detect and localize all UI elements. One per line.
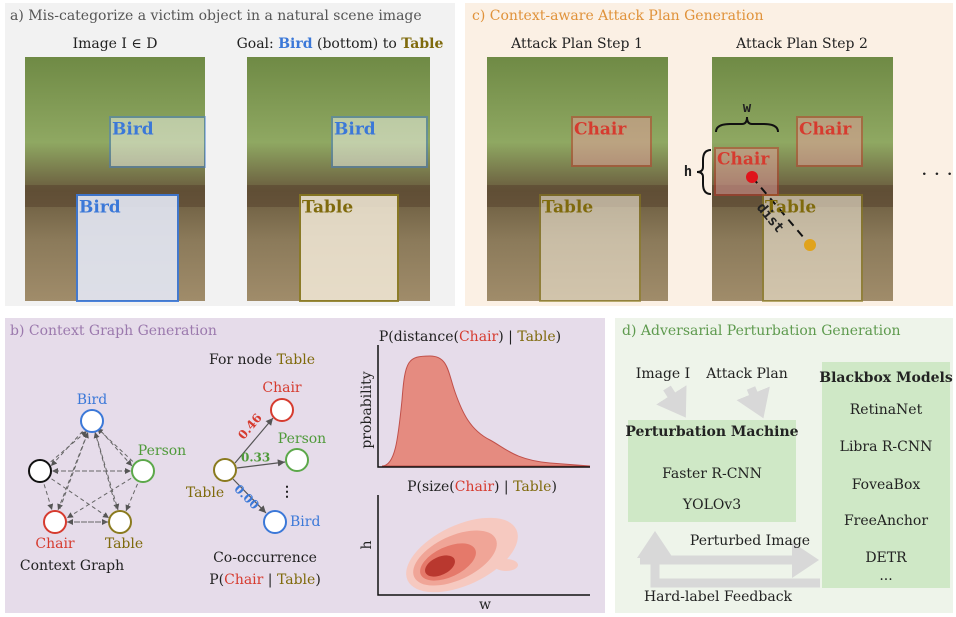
flow-label: Hard-label Feedback [644, 589, 793, 605]
step-label: Attack Plan Step 2 [735, 36, 868, 52]
formula-part: ) [556, 329, 561, 345]
node-label: Table [105, 536, 143, 552]
panel-title: d) Adversarial Perturbation Generation [622, 323, 901, 339]
box-label: Bird [112, 120, 154, 140]
model-name: Faster R-CNN [662, 466, 762, 482]
box-label: Chair [799, 120, 852, 140]
box-label: Chair [717, 150, 770, 170]
photo [247, 57, 430, 301]
node-label: Table [186, 485, 224, 501]
formula-part: | [263, 572, 277, 588]
tree-heading: For node Table [209, 352, 315, 368]
tree-caption: Co-occurrence [213, 550, 317, 566]
flow-label: Perturbed Image [690, 533, 810, 549]
formula-given: Table [513, 479, 551, 495]
plot-title: P(distance(Chair) | Table) [379, 329, 561, 345]
axis-label: probability [359, 371, 375, 448]
step-label: Attack Plan Step 1 [510, 36, 643, 52]
formula-object: Chair [455, 479, 495, 495]
height-label: h [684, 164, 692, 180]
input-label: Attack Plan [705, 366, 788, 382]
box-label: Bird [334, 120, 376, 140]
node-label: Chair [35, 536, 75, 552]
model-name: YOLOv3 [682, 497, 741, 513]
plot-title: P(size(Chair) | Table) [407, 479, 557, 495]
box-title: Blackbox Models [819, 370, 953, 386]
model-name: FoveaBox [852, 477, 921, 493]
box-label: Bird [79, 198, 121, 218]
formula-part: ) | [494, 479, 513, 495]
formula-object: Chair [224, 572, 264, 588]
heading-prefix: For node [209, 352, 277, 368]
goal-middle: (bottom) to [313, 36, 402, 52]
box-label: Table [542, 198, 593, 218]
model-name: DETR [865, 550, 907, 566]
axis-label: w [479, 597, 491, 613]
formula-part: P( [209, 572, 224, 588]
goal-target: Table [401, 36, 443, 52]
formula-object: Chair [459, 329, 499, 345]
formula-given: Table [277, 572, 315, 588]
more: ⋮ [280, 484, 294, 500]
graph-caption: Context Graph [20, 558, 124, 574]
node-label: Chair [262, 380, 302, 396]
photo [25, 57, 205, 301]
model-name: ... [879, 568, 892, 584]
node-label: Person [278, 431, 326, 447]
box-title: Perturbation Machine [625, 424, 798, 440]
formula-given: Table [517, 329, 555, 345]
formula-part: ) | [498, 329, 517, 345]
model-name: FreeAnchor [844, 513, 928, 529]
box-label: Table [302, 198, 353, 218]
goal-source: Bird [278, 36, 313, 52]
box-label: Chair [574, 120, 627, 140]
formula-part: P(size( [407, 479, 455, 495]
model-name: Libra R-CNN [840, 439, 933, 455]
formula-part: ) [315, 572, 320, 588]
photo [697, 57, 893, 301]
panel-title: c) Context-aware Attack Plan Generation [472, 8, 763, 24]
edge-prob: 0.33 [241, 451, 270, 465]
node-label: Bird [77, 392, 107, 408]
formula-part: ) [551, 479, 556, 495]
image-label: Image I ∈ D [73, 36, 158, 52]
node-label: Bird [290, 514, 320, 530]
heading-node: Table [277, 352, 315, 368]
goal-prefix: Goal: [237, 36, 279, 52]
formula: P(Chair | Table) [209, 572, 321, 588]
figure: a) Mis-categorize a victim object in a n… [0, 0, 956, 617]
photo [487, 57, 668, 301]
panel-title: a) Mis-categorize a victim object in a n… [10, 8, 422, 24]
node-label: Person [138, 443, 186, 459]
width-label: w [743, 100, 752, 116]
model-name: RetinaNet [850, 402, 923, 418]
input-label: Image I [636, 366, 690, 382]
goal-label: Goal: Bird (bottom) to Table [237, 36, 444, 52]
axis-label: h [359, 540, 375, 549]
panel-title: b) Context Graph Generation [10, 323, 217, 339]
formula-part: P(distance( [379, 329, 459, 345]
ellipsis: · · · [921, 162, 953, 186]
